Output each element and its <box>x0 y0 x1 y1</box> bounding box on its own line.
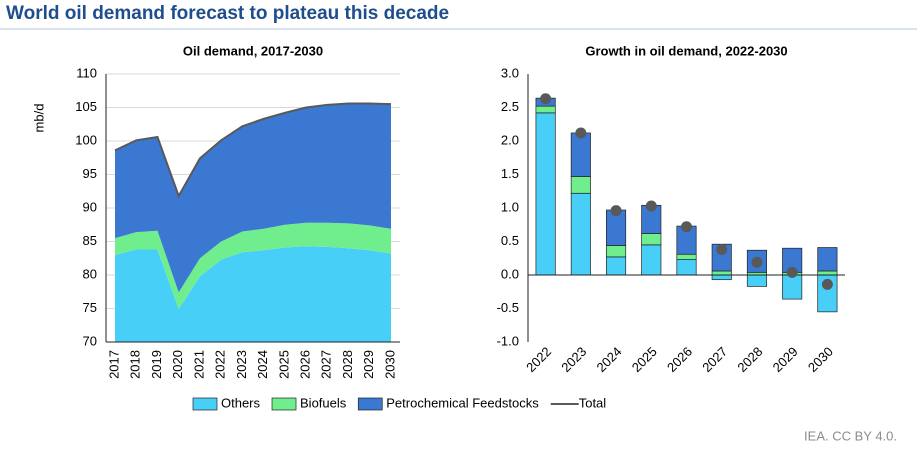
total-dot <box>575 127 587 139</box>
x-tick-label: 2025 <box>276 350 291 379</box>
bar-segment <box>676 253 697 260</box>
legend-label: Petrochemical Feedstocks <box>386 395 539 410</box>
chart-title: Growth in oil demand, 2022-2030 <box>585 43 787 58</box>
total-dot <box>786 266 798 278</box>
legend-label: Total <box>579 395 607 410</box>
total-dot <box>681 221 692 233</box>
y-tick-label: -1.0 <box>497 333 519 348</box>
y-tick-label: 0.5 <box>501 233 519 248</box>
bar-segment <box>535 105 556 114</box>
x-tick-label: 2023 <box>558 344 589 375</box>
y-tick-label: 1.5 <box>501 166 519 181</box>
total-dot <box>751 256 763 268</box>
x-tick-label: 2030 <box>805 344 836 375</box>
y-tick-label: -0.5 <box>497 300 519 315</box>
y-tick-label: 2.0 <box>501 132 519 147</box>
x-tick-label: 2023 <box>234 350 249 379</box>
y-tick-label: 3.0 <box>501 65 519 80</box>
x-tick-label: 2025 <box>629 344 660 375</box>
x-tick-label: 2020 <box>170 350 185 379</box>
source: IEA. CC BY 4.0. <box>804 428 897 443</box>
x-tick-label: 2021 <box>191 350 206 379</box>
bar-segment <box>535 112 556 276</box>
x-tick-label: 2026 <box>664 344 695 375</box>
bar-segment <box>570 132 591 177</box>
total-dot <box>645 200 657 212</box>
total-dot <box>610 205 622 217</box>
x-tick-label: 2027 <box>319 350 334 379</box>
x-tick-label: 2019 <box>149 350 164 379</box>
legend-swatch <box>192 397 218 411</box>
x-tick-label: 2018 <box>128 350 143 379</box>
y-tick-label: 110 <box>76 65 97 80</box>
bar-segment <box>817 247 838 272</box>
bar-segment <box>606 245 627 258</box>
x-tick-label: 2017 <box>106 350 121 379</box>
bar-segment <box>570 176 591 194</box>
y-tick-label: 75 <box>83 300 97 315</box>
x-tick-label: 2029 <box>770 344 801 375</box>
bar-segment <box>606 256 627 276</box>
legend-label: Others <box>221 395 261 410</box>
x-tick-label: 2028 <box>734 344 765 375</box>
y-tick-label: 0.0 <box>501 266 519 281</box>
bar-segment <box>746 274 767 287</box>
y-tick-label: 1.0 <box>501 199 519 214</box>
x-tick-label: 2026 <box>298 350 313 379</box>
area <box>115 103 391 293</box>
bar-segment <box>782 274 803 300</box>
x-tick-label: 2022 <box>523 344 554 375</box>
x-tick-label: 2027 <box>699 344 730 375</box>
legend-swatch <box>357 397 383 411</box>
total-line <box>114 102 392 199</box>
bar-segment <box>711 270 732 276</box>
y-axis-label: mb/d <box>31 104 46 133</box>
area <box>115 246 391 342</box>
area <box>115 222 391 310</box>
bar-segment <box>711 274 732 281</box>
total-dot <box>821 278 833 290</box>
y-tick-label: 95 <box>83 166 97 181</box>
x-tick-label: 2028 <box>340 350 355 379</box>
legend-swatch <box>271 397 297 411</box>
y-tick-label: 90 <box>83 199 97 214</box>
x-tick-label: 2022 <box>213 350 228 379</box>
total-dot <box>540 93 552 105</box>
x-tick-label: 2029 <box>361 350 376 379</box>
chart-title: Oil demand, 2017-2030 <box>183 43 323 58</box>
x-tick-label: 2030 <box>382 350 397 379</box>
bar-segment <box>641 244 662 276</box>
page-title: World oil demand forecast to plateau thi… <box>6 3 449 24</box>
y-tick-label: 2.5 <box>501 99 519 114</box>
x-tick-label: 2024 <box>255 350 270 379</box>
bar-segment <box>676 259 697 276</box>
y-tick-label: 105 <box>75 99 97 114</box>
x-tick-label: 2024 <box>594 344 625 375</box>
y-tick-label: 80 <box>83 266 97 281</box>
y-tick-label: 100 <box>75 132 97 147</box>
bar-segment <box>817 270 838 276</box>
legend-label: Biofuels <box>300 395 347 410</box>
y-tick-label: 70 <box>83 333 97 348</box>
total-dot <box>716 244 728 256</box>
bar-segment <box>570 192 591 276</box>
bar-segment <box>641 233 662 246</box>
y-tick-label: 85 <box>83 233 97 248</box>
